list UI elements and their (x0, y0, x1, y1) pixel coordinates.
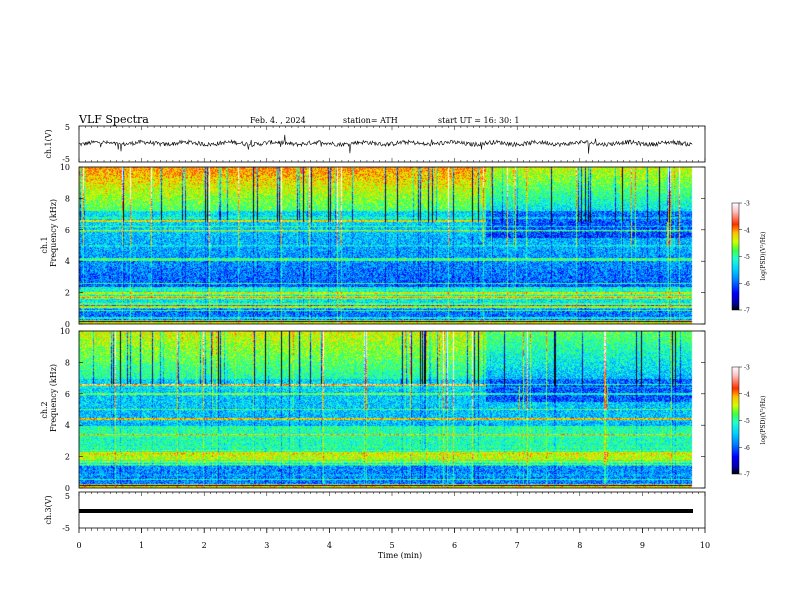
ch2-spectrogram-ylabel-line2: Frequency (kHz) (49, 364, 58, 432)
x-tick-label: 4 (327, 541, 332, 550)
x-tick-label: 0 (76, 541, 81, 550)
ch1-spectrogram-ytick-label: 4 (65, 257, 70, 266)
start-time-label: start UT = 16: 30: 1 (438, 116, 519, 125)
ch1-spectrogram-panel: 10 8 6 4 2 0 ch.1 Frequency (kHz) (40, 163, 706, 329)
ch2-spectrogram-ylabel-line1: ch.2 (40, 401, 49, 418)
ch1-colorbar-tick-label: -3 (744, 201, 750, 208)
station-label: station= ATH (343, 116, 398, 125)
ch1-spectrogram-ylabel-line2: Frequency (kHz) (49, 199, 58, 267)
ch1-spectrogram-ytick-label: 0 (65, 320, 70, 329)
ch2-spectrogram-frame (78, 330, 706, 489)
ch3-voltage-panel: 5 -5 ch.3(V) (44, 491, 706, 533)
ch1-spectrogram-ytick-label: 6 (65, 226, 70, 235)
ch1-voltage-ylabel: ch.1(V) (44, 129, 53, 158)
ch2-colorbar: -3 -4 -5 -6 -7 log(PSD)(V²/Hz) (731, 365, 767, 479)
ch2-colorbar-tick-label: -7 (744, 472, 750, 479)
ch2-spectrogram-canvas (79, 331, 705, 488)
ch2-spectrogram-ytick-label: 10 (60, 327, 70, 336)
ch2-spectrogram-ytick-label: 2 (65, 453, 70, 462)
ch1-colorbar-tick-label: -7 (744, 308, 750, 315)
ch1-colorbar-tick-label: -5 (744, 254, 750, 261)
x-tick-label: 1 (139, 541, 144, 550)
x-tick-label: 7 (515, 541, 520, 550)
ch1-voltage-panel: 5 -5 ch.1(V) (44, 123, 706, 164)
ch3-voltage-ylabel: ch.3(V) (44, 495, 53, 524)
ch1-spectrogram-ytick-label: 8 (65, 194, 70, 203)
ch2-colorbar-gradient (731, 366, 740, 475)
ch2-colorbar-tick-label: -5 (744, 418, 750, 425)
time-axis: 0 1 2 3 4 5 6 7 8 9 10 (76, 528, 710, 550)
ch2-spectrogram-panel: 10 8 6 4 2 0 ch.2 Frequency (kHz) (40, 327, 706, 493)
ch2-colorbar-tick-label: -3 (744, 365, 750, 372)
ch1-spectrogram-canvas (79, 167, 705, 324)
ch1-colorbar: -3 -4 -5 -6 -7 log(PSD)(V²/Hz) (731, 201, 767, 315)
ch1-colorbar-tick-label: -6 (744, 281, 750, 288)
ch1-spectrogram-ytick-label: 10 (60, 163, 70, 172)
ch2-colorbar-tick-label: -6 (744, 445, 750, 452)
ch1-colorbar-label: log(PSD)(V²/Hz) (760, 232, 767, 281)
ch2-spectrogram-ytick-label: 6 (65, 390, 70, 399)
x-tick-label: 8 (577, 541, 582, 550)
ch1-ytick-top: 5 (65, 123, 70, 132)
x-tick-label: 5 (389, 541, 394, 550)
ch1-colorbar-gradient (731, 202, 740, 311)
date-label: Feb. 4. , 2024 (250, 116, 306, 125)
ch1-colorbar-tick-label: -4 (744, 227, 750, 234)
ch1-spectrogram-frame (78, 166, 706, 325)
x-tick-label: 9 (640, 541, 645, 550)
ch1-spectrogram-ylabel-line1: ch.1 (40, 236, 49, 253)
time-axis-label: Time (min) (378, 551, 422, 560)
ch3-trace (79, 509, 693, 513)
ch3-ytick-top: 5 (65, 492, 70, 501)
ch1-ytick-bottom: -5 (62, 155, 70, 164)
ch1-trace-line (79, 134, 693, 154)
ch2-colorbar-label: log(PSD)(V²/Hz) (760, 396, 767, 445)
ch2-spectrogram-ytick-label: 8 (65, 358, 70, 367)
ch3-ytick-bottom: -5 (62, 524, 70, 533)
ch2-spectrogram-ytick-label: 4 (65, 421, 70, 430)
x-tick-label: 2 (202, 541, 207, 550)
ch2-spectrogram-ytick-label: 0 (65, 484, 70, 493)
ch1-spectrogram-ytick-label: 2 (65, 289, 70, 298)
figure-title: VLF Spectra (78, 113, 149, 126)
ch2-colorbar-tick-label: -4 (744, 391, 750, 398)
x-tick-label: 6 (452, 541, 457, 550)
x-tick-label: 10 (700, 541, 710, 550)
x-tick-label: 3 (264, 541, 269, 550)
